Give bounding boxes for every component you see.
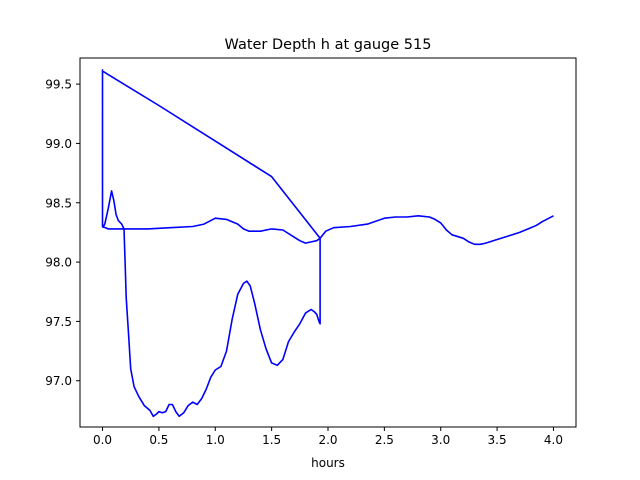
x-tick-label: 0.5 <box>149 433 168 447</box>
x-tick-label: 3.5 <box>488 433 507 447</box>
y-tick-label: 99.0 <box>45 137 72 151</box>
x-tick-label: 2.0 <box>318 433 337 447</box>
y-tick-label: 99.5 <box>45 78 72 92</box>
x-tick-label: 4.0 <box>544 433 563 447</box>
chart-title: Water Depth h at gauge 515 <box>225 37 432 53</box>
series-line-0 <box>101 69 554 418</box>
x-tick-label: 1.5 <box>262 433 281 447</box>
y-axis-ticks: 97.0 97.5 98.0 98.5 99.0 99.5 <box>45 78 80 388</box>
data-line-layer <box>101 69 554 418</box>
y-tick-label: 98.0 <box>45 256 72 270</box>
plot-frame <box>79 57 577 428</box>
x-axis-ticks: 0.0 0.5 1.0 1.5 2.0 2.5 3.0 3.5 4.0 <box>93 427 563 447</box>
y-tick-label: 97.0 <box>45 374 72 388</box>
x-tick-label: 1.0 <box>206 433 225 447</box>
y-tick-label: 97.5 <box>45 315 72 329</box>
y-tick-label: 98.5 <box>45 196 72 210</box>
x-tick-label: 3.0 <box>431 433 450 447</box>
x-axis-label: hours <box>311 456 345 470</box>
x-tick-label: 2.5 <box>375 433 394 447</box>
x-tick-label: 0.0 <box>93 433 112 447</box>
